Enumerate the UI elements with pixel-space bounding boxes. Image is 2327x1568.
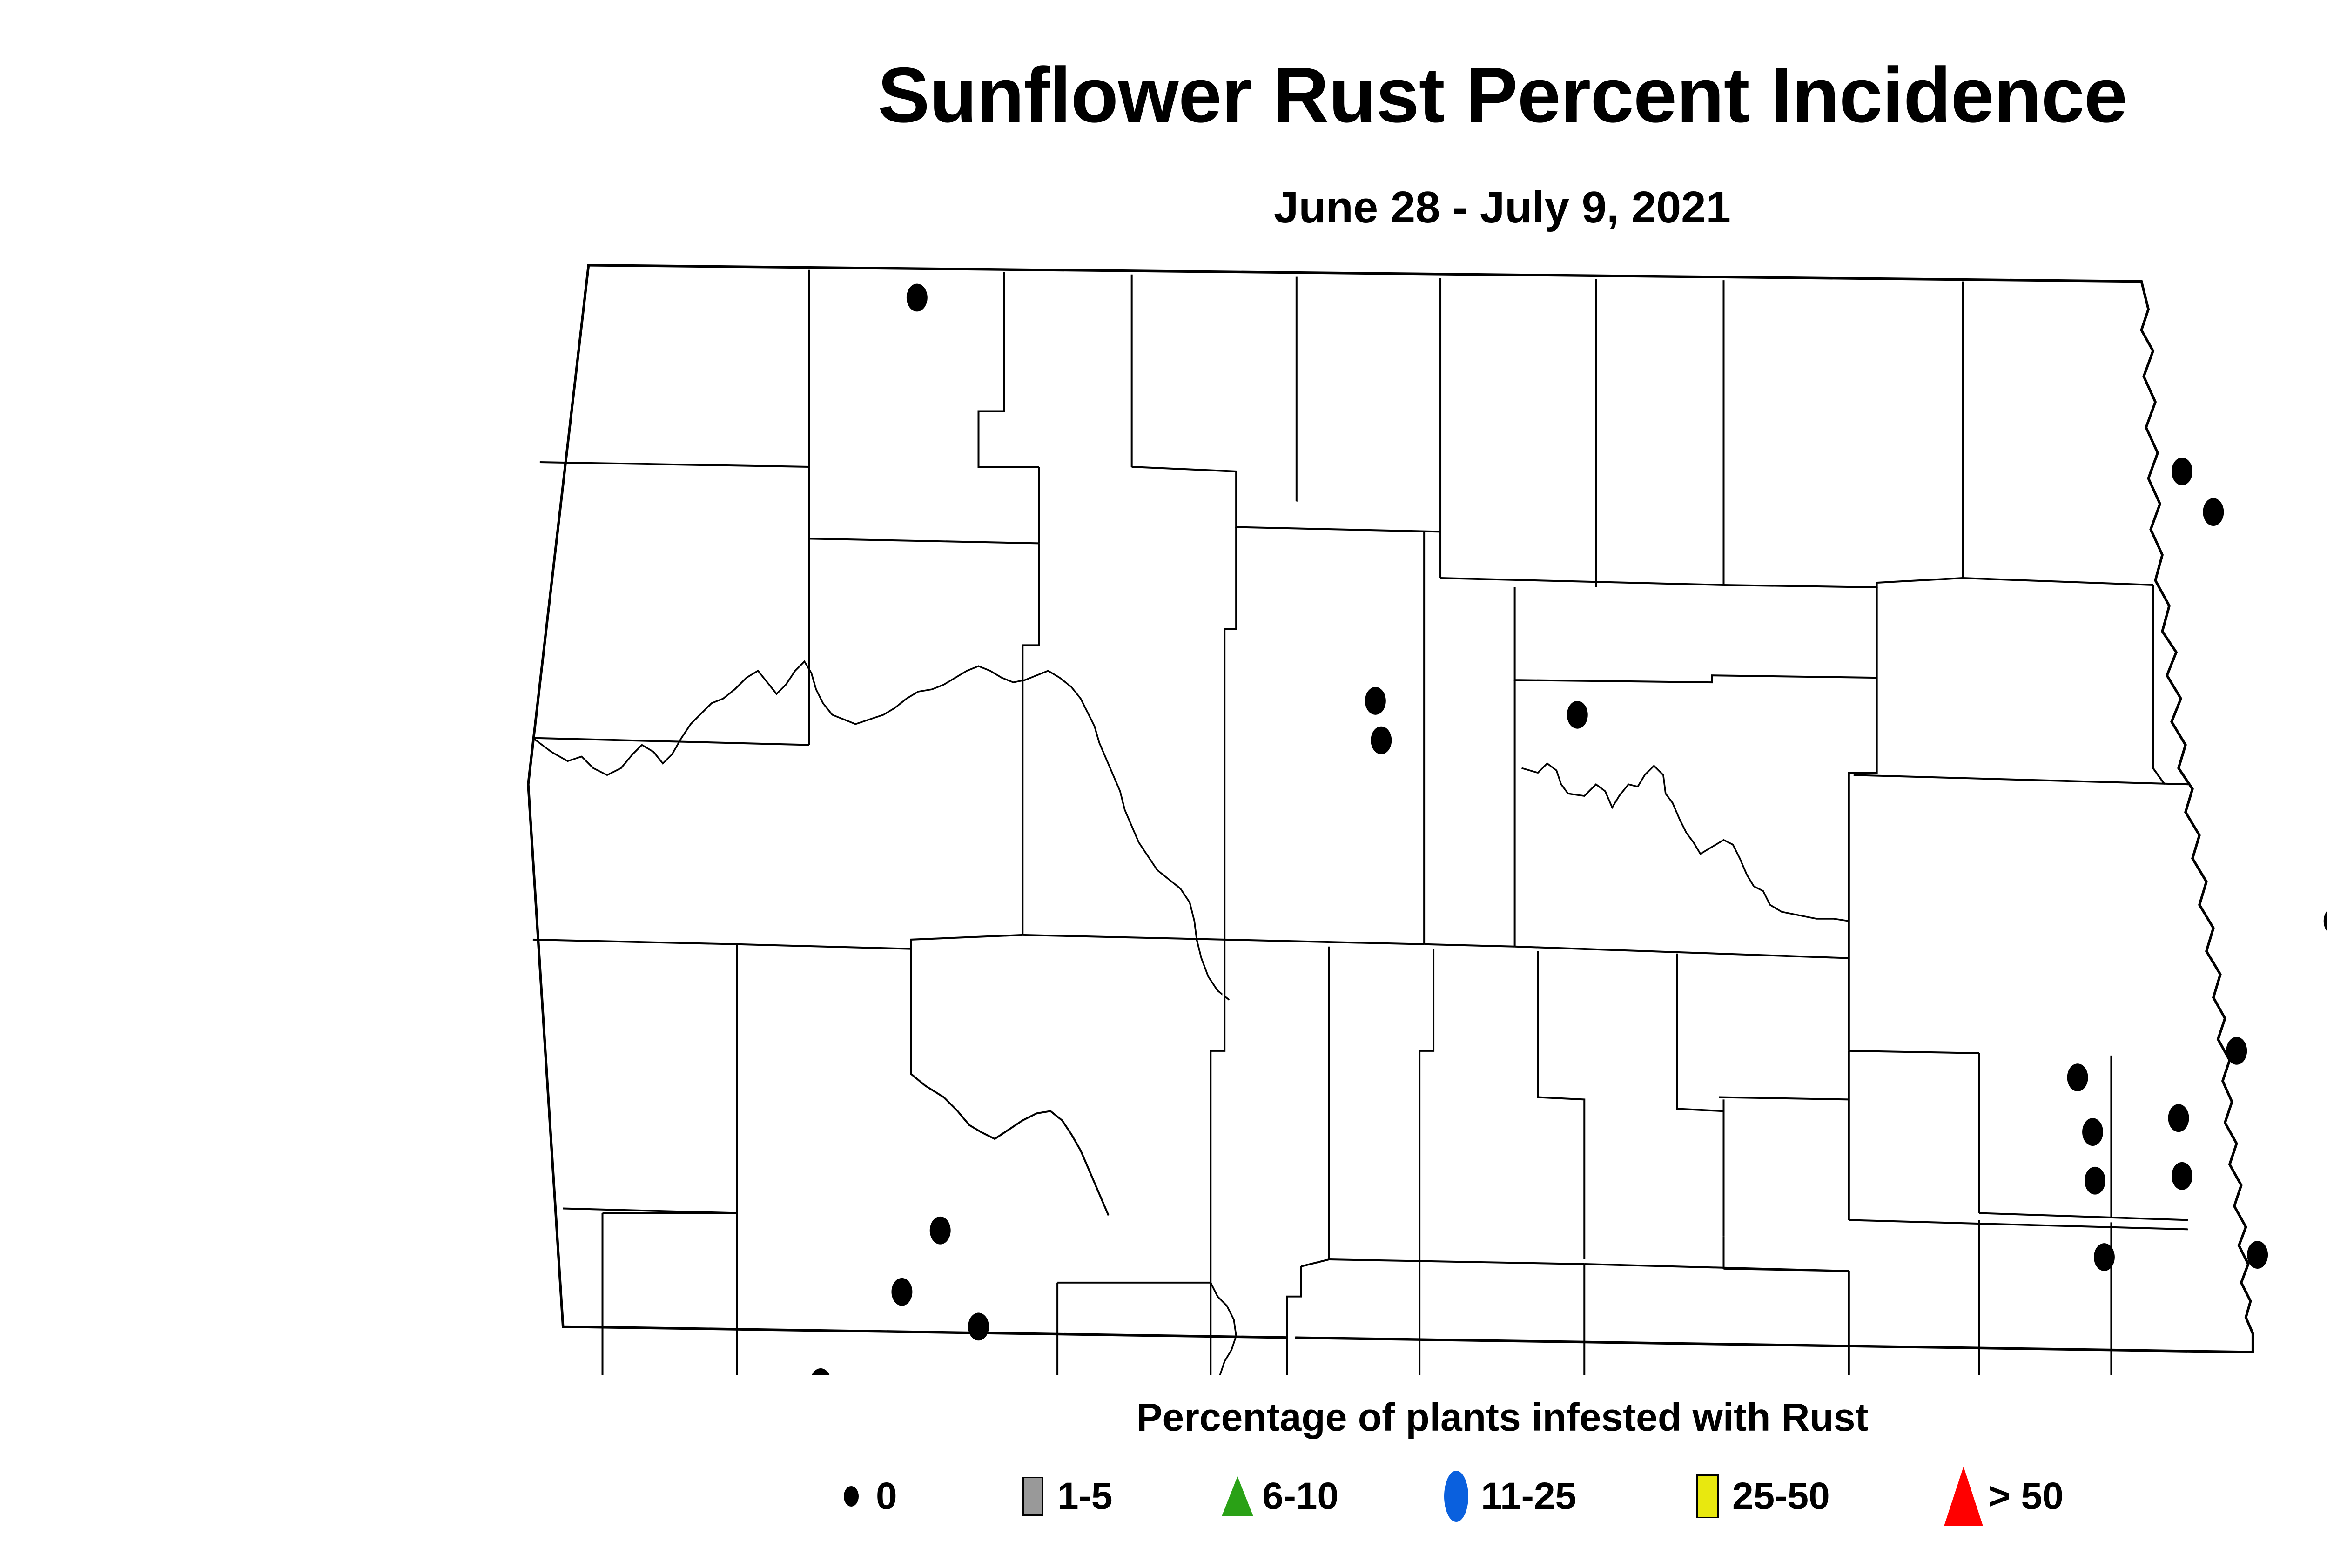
county-boundaries xyxy=(527,264,2254,1375)
survey-point-marker[interactable] xyxy=(2094,1243,2115,1271)
legend-item-2[interactable]: 6-10 xyxy=(1219,1461,1338,1531)
survey-point-marker[interactable] xyxy=(810,1368,831,1375)
survey-point-marker[interactable] xyxy=(2172,1162,2192,1190)
legend-label-4: 25-50 xyxy=(1732,1475,1830,1517)
blue-ellipse-icon xyxy=(1438,1469,1474,1524)
state-outline xyxy=(527,264,2254,1353)
legend-label-2: 6-10 xyxy=(1262,1475,1339,1517)
north-dakota-county-map-svg[interactable] xyxy=(517,240,2327,1375)
survey-point-marker[interactable] xyxy=(2168,1104,2189,1132)
survey-point-marker[interactable] xyxy=(2247,1241,2268,1269)
north-dakota-map[interactable] xyxy=(517,240,2327,1375)
survey-point-marker[interactable] xyxy=(1371,726,1392,754)
survey-point-marker[interactable] xyxy=(929,1216,951,1245)
survey-point-marker[interactable] xyxy=(2323,907,2327,935)
green-triangle-icon xyxy=(1219,1469,1256,1524)
survey-point-marker[interactable] xyxy=(968,1312,989,1341)
survey-point-marker[interactable] xyxy=(2067,1063,2088,1091)
legend-label-3: 11-25 xyxy=(1481,1475,1577,1517)
yellow-square-icon xyxy=(1689,1469,1726,1524)
legend-item-5[interactable]: > 50 xyxy=(1944,1461,2064,1531)
survey-point-marker[interactable] xyxy=(2082,1118,2103,1146)
survey-point-marker[interactable] xyxy=(1567,700,1588,729)
page-title: Sunflower Rust Percent Incidence xyxy=(877,51,2128,139)
survey-point-marker[interactable] xyxy=(891,1278,913,1306)
red-triangle-icon xyxy=(1944,1467,1983,1526)
gray-square-icon xyxy=(1015,1469,1051,1524)
legend-item-4[interactable]: 25-50 xyxy=(1689,1461,1830,1531)
legend-label-0: 0 xyxy=(876,1475,897,1517)
black-dot-icon xyxy=(833,1469,869,1524)
survey-point-marker[interactable] xyxy=(2226,1036,2247,1065)
legend-item-3[interactable]: 11-25 xyxy=(1438,1461,1576,1531)
survey-point-marker[interactable] xyxy=(2085,1166,2105,1195)
survey-point-marker[interactable] xyxy=(906,283,928,312)
legend-label-1: 1-5 xyxy=(1057,1475,1113,1517)
devils-lake xyxy=(1521,762,1849,922)
page-subtitle: June 28 - July 9, 2021 xyxy=(1274,182,1731,232)
legend-label-5: > 50 xyxy=(1988,1475,2064,1517)
legend: 0 1-5 6-10 11-25 25-50 > 50 xyxy=(833,1461,2183,1531)
survey-point-markers[interactable] xyxy=(599,283,2327,1375)
survey-point-marker[interactable] xyxy=(2203,498,2224,526)
legend-item-1[interactable]: 1-5 xyxy=(1015,1461,1113,1531)
legend-item-0[interactable]: 0 xyxy=(833,1461,897,1531)
legend-title: Percentage of plants infested with Rust xyxy=(1136,1395,1869,1439)
survey-point-marker[interactable] xyxy=(2172,458,2192,485)
survey-point-marker[interactable] xyxy=(1365,687,1386,715)
lake-sakakawea xyxy=(532,660,1230,1001)
